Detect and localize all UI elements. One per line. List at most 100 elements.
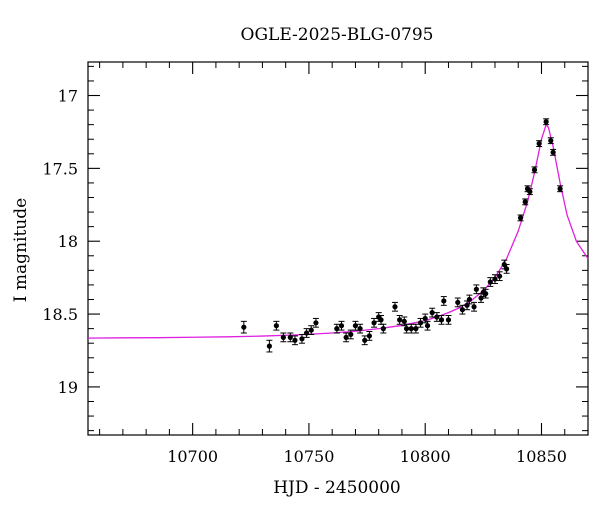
data-point [273, 320, 280, 331]
x-tick-label: 10700 [167, 447, 218, 466]
data-point [424, 320, 431, 331]
data-marker [438, 317, 445, 323]
minor-ticks [88, 62, 589, 435]
data-point [429, 307, 436, 318]
data-marker [273, 323, 279, 329]
data-marker [362, 337, 368, 343]
data-point [417, 317, 424, 328]
data-point [352, 320, 359, 331]
data-point [303, 328, 310, 338]
y-tick-label: 17.5 [42, 159, 78, 178]
data-point [361, 335, 368, 346]
model-curve [87, 123, 589, 339]
x-tick-label: 10750 [283, 447, 334, 466]
data-marker [543, 119, 549, 125]
data-marker [497, 273, 503, 279]
data-marker [522, 199, 528, 205]
data-marker [343, 334, 349, 340]
data-marker [492, 276, 498, 282]
data-marker [413, 326, 419, 332]
data-point [473, 284, 480, 295]
data-point [459, 304, 466, 315]
data-marker [429, 310, 435, 316]
chart-title: OGLE-2025-BLG-0795 [241, 25, 434, 45]
data-marker [483, 291, 489, 297]
data-point [547, 137, 554, 145]
data-marker [287, 334, 293, 340]
data-point [343, 332, 350, 343]
data-point [266, 339, 273, 353]
data-point [487, 277, 494, 287]
data-marker [401, 318, 407, 324]
x-tick-label: 10800 [400, 447, 451, 466]
data-point [280, 332, 287, 343]
data-point [503, 264, 510, 274]
data-point [366, 331, 373, 341]
data-marker [334, 326, 340, 332]
data-marker [241, 324, 247, 330]
data-marker [266, 343, 272, 349]
data-point [308, 325, 315, 335]
data-marker [441, 298, 447, 304]
data-marker [434, 314, 440, 320]
data-point [445, 315, 452, 325]
data-marker [487, 279, 493, 285]
data-point [312, 317, 319, 328]
y-tick-label: 17 [58, 87, 78, 106]
data-marker [380, 326, 386, 332]
data-point [408, 323, 415, 334]
data-point [454, 297, 461, 308]
data-point [466, 294, 473, 305]
data-point [531, 166, 538, 174]
plot-area: 10700 10750 10800 10850 17 17.5 18 18.5 19 [42, 61, 589, 466]
data-marker [536, 140, 542, 147]
data-marker [459, 307, 466, 313]
data-marker [348, 331, 354, 338]
data-point [396, 315, 403, 325]
y-axis-ticks: 17 17.5 18 18.5 19 [42, 87, 588, 397]
data-marker [304, 330, 310, 336]
data-marker [352, 323, 359, 329]
x-tick-label: 10850 [516, 447, 567, 466]
data-point [391, 301, 398, 312]
data-marker [527, 189, 533, 195]
data-point [287, 332, 294, 343]
data-marker [299, 336, 305, 342]
data-marker [417, 320, 424, 326]
data-point [371, 317, 378, 328]
data-point [380, 323, 387, 334]
data-point [496, 271, 503, 282]
data-marker [371, 320, 377, 326]
data-point [291, 335, 298, 346]
data-marker [504, 266, 510, 272]
data-marker [455, 299, 461, 306]
data-point [482, 288, 489, 299]
data-marker [424, 323, 431, 329]
data-marker [408, 326, 414, 332]
data-marker [471, 304, 477, 310]
data-marker [473, 286, 479, 292]
x-axis-ticks: 10700 10750 10800 10850 [167, 62, 567, 466]
data-marker [357, 326, 363, 332]
data-point [333, 323, 340, 334]
data-marker [313, 320, 319, 326]
data-marker [366, 333, 372, 339]
data-points [240, 118, 564, 353]
data-point [491, 274, 498, 284]
data-marker [548, 138, 554, 144]
data-point [338, 320, 345, 331]
data-point [522, 198, 529, 206]
data-marker [557, 186, 563, 192]
data-marker [338, 323, 345, 329]
data-point [550, 148, 557, 156]
plot-frame [87, 61, 589, 436]
y-axis-label: I magnitude [11, 198, 31, 302]
data-marker [550, 149, 556, 155]
data-point [471, 301, 478, 312]
data-marker [445, 317, 452, 323]
data-point [536, 140, 543, 148]
data-marker [397, 317, 403, 323]
data-point [440, 296, 447, 306]
data-marker [378, 317, 384, 323]
data-marker [292, 337, 298, 343]
